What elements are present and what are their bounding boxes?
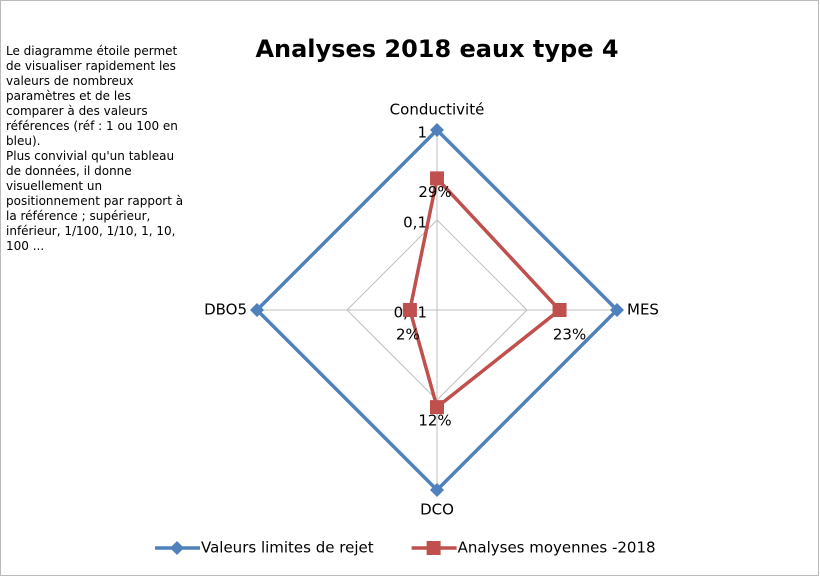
legend-marker — [170, 541, 184, 555]
marker — [430, 171, 444, 186]
value-label: 2% — [396, 326, 420, 344]
marker — [430, 123, 444, 137]
grid-ring — [346, 219, 528, 401]
annotation: Plus convivial qu'un tableau de données,… — [6, 149, 184, 253]
marker — [250, 303, 264, 317]
value-label: 23% — [553, 326, 586, 344]
category-label: DCO — [420, 501, 454, 519]
legend-label: Analyses moyennes -2018 — [458, 539, 656, 557]
marker — [610, 303, 624, 317]
category-label: DBO5 — [204, 301, 247, 319]
marker — [430, 483, 444, 497]
category-label: MES — [627, 301, 659, 319]
annotation-box: Le diagramme étoile permet de visualiser… — [6, 44, 184, 254]
category-label: Conductivité — [390, 101, 485, 119]
marker — [430, 400, 444, 415]
legend-label: Valeurs limites de rejet — [201, 539, 374, 557]
r-tick-label: 1 — [417, 124, 427, 142]
marker — [552, 303, 567, 317]
legend-marker — [426, 541, 441, 555]
chart-title: Analyses 2018 eaux type 4 — [255, 35, 618, 63]
annotation: Le diagramme étoile permet de visualiser… — [6, 44, 178, 148]
r-tick-label: 0,1 — [403, 214, 427, 232]
value-label: 12% — [418, 412, 451, 430]
marker — [402, 303, 417, 317]
value-label: 29% — [418, 183, 451, 201]
